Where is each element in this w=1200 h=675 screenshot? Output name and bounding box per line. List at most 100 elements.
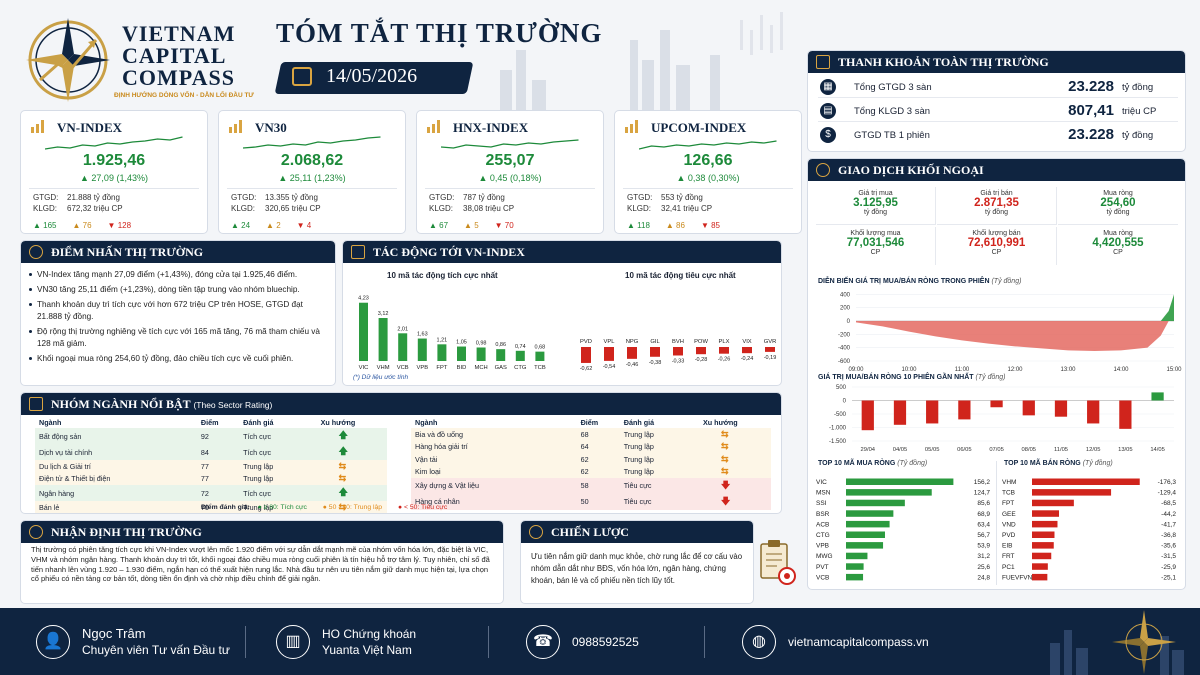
impact-value-label: 0,74 — [515, 344, 526, 350]
highlights-header: ĐIỂM NHẤN THỊ TRƯỜNG — [21, 241, 335, 263]
org-line-2: Yuanta Việt Nam — [322, 643, 412, 657]
sector-row: Ngân hàng 72 Tích cực 🡅 — [35, 485, 387, 502]
index-sparkline — [441, 139, 579, 149]
top-value-label: 124,7 — [974, 490, 991, 497]
phone-number[interactable]: 0988592525 — [572, 635, 639, 649]
top-ticker-label: BSR — [816, 511, 830, 518]
top-ticker-label: VHM — [1002, 479, 1016, 486]
x-tick-label: 13:00 — [1060, 367, 1076, 373]
impact-bar — [359, 302, 368, 361]
sector-row: Dịch vụ tài chính 84 Tích cực 🡅 — [35, 444, 387, 461]
top-ticker-label: FPT — [1002, 500, 1014, 507]
top-sell-unit: (Tỷ đồng) — [1082, 460, 1113, 467]
net-sell-area — [856, 321, 1174, 351]
index-card[interactable]: UPCOM-INDEX 126,66 ▲ 0,38 (0,30%) GTGD: 553 … — [614, 110, 802, 234]
impact-tick-label: POW — [694, 339, 708, 345]
impact-bar — [627, 347, 637, 359]
trend-down-icon: 🡇 — [720, 495, 731, 506]
impact-tick-label: VPB — [416, 365, 428, 371]
impact-value-label: 0,86 — [495, 342, 506, 348]
x-tick-label: 11:00 — [955, 367, 970, 373]
highlight-item: Độ rộng thị trường nghiêng về tích cực v… — [29, 326, 329, 350]
intraday-title: DIỄN BIẾN GIÁ TRỊ MUA/BÁN RÒNG TRONG PHI… — [818, 278, 990, 285]
impact-tick-label: GIL — [650, 339, 660, 345]
website-link[interactable]: ◍ vietnamcapitalcompass.vn — [742, 623, 962, 661]
organization: ▥ HO Chứng khoán Yuanta Việt Nam — [276, 623, 476, 661]
sector-col-header: Ngành — [415, 417, 438, 427]
impact-value-label: -0,62 — [580, 366, 593, 371]
impact-bar — [496, 349, 506, 361]
index-gtgd: GTGD: 787 tỷ đồng — [429, 193, 505, 202]
sector-row: Du lịch & Giải trí 77 Trung lập ⇆ — [35, 460, 387, 473]
top-ticker-label: CTG — [816, 532, 830, 539]
website-url[interactable]: vietnamcapitalcompass.vn — [788, 635, 929, 649]
top-bar — [846, 552, 868, 560]
sector-col-header: Điểm — [200, 417, 219, 427]
market-breadth: ▲ 67 ▲ 5 ▼ 70 — [429, 221, 514, 230]
top-bar — [1032, 520, 1058, 528]
top-value-label: 25,6 — [977, 564, 990, 571]
tenday-unit: (Tỷ đồng) — [975, 374, 1006, 381]
impact-tick-label: VCB — [397, 365, 409, 371]
top-bar — [846, 531, 885, 538]
top-ticker-label: VND — [1002, 521, 1016, 528]
top-ticker-label: VIC — [816, 479, 827, 486]
top-ticker-label: TCB — [1002, 490, 1015, 497]
advisor-contact: 👤 Ngọc Trâm Chuyên viên Tư vấn Đầu tư — [36, 623, 256, 661]
index-klgd: KLGD: 32,41 triệu CP — [627, 204, 713, 213]
impact-bar — [476, 347, 486, 361]
calendar-icon — [292, 67, 312, 86]
x-tick-label: 12:00 — [1007, 367, 1023, 373]
foreign-stat: Giá trị bán 2.871,35 tỷ đồng — [937, 187, 1057, 225]
top-bar — [846, 510, 894, 517]
market-breadth: ▲ 24 ▲ 2 ▼ 4 — [231, 221, 312, 230]
impact-value-label: 1,21 — [437, 337, 448, 343]
top-value-label: -68,5 — [1161, 500, 1176, 507]
strategy-panel: CHIẾN LƯỢC Ưu tiên nắm giữ danh mục khỏe… — [520, 520, 754, 604]
sector-row: Kim loại 62 Trung lập ⇆ — [411, 465, 771, 478]
impact-tick-label: VIX — [742, 339, 751, 345]
index-card[interactable]: HNX-INDEX 255,07 ▲ 0,45 (0,18%) GTGD: 787 tỷ… — [416, 110, 604, 234]
globe-icon — [816, 163, 830, 177]
impact-value-label: 0,98 — [476, 340, 487, 346]
strategy-text: Ưu tiên nắm giữ danh mục khỏe, chờ rung … — [531, 552, 743, 585]
x-tick-label: 06/05 — [957, 447, 972, 453]
impact-note: (*) Dữ liệu ước tính — [353, 374, 409, 381]
phone-contact[interactable]: ☎ 0988592525 — [526, 623, 706, 661]
bar-chart-icon — [229, 120, 245, 133]
bar-chart-icon — [816, 55, 830, 69]
sector-panel: NHÓM NGÀNH NỔI BẬT (Theo Sector Rating) … — [20, 392, 782, 514]
y-tick-label: 0 — [843, 399, 847, 405]
index-gtgd: GTGD: 553 tỷ đồng — [627, 193, 703, 202]
bar-chart-icon — [625, 120, 641, 133]
impact-value-label: 1,63 — [417, 332, 428, 338]
top-ticker-label: GEE — [1002, 511, 1016, 518]
y-tick-label: 200 — [840, 306, 851, 312]
phone-icon: ☎ — [526, 625, 560, 659]
y-tick-label: -600 — [838, 359, 851, 365]
top-bar — [846, 520, 890, 528]
impact-tick-label: PVD — [580, 339, 592, 345]
advisor-role: Chuyên viên Tư vấn Đầu tư — [82, 643, 230, 657]
y-tick-label: 500 — [836, 385, 847, 391]
top-value-label: -41,7 — [1161, 521, 1176, 528]
top-ticker-label: PVT — [816, 564, 829, 571]
top-ticker-label: PVD — [1002, 532, 1016, 539]
impact-tick-label: FPT — [436, 365, 447, 371]
y-tick-label: -500 — [834, 412, 847, 418]
y-tick-label: -400 — [838, 346, 851, 352]
index-card[interactable]: VN30 2.068,62 ▲ 25,11 (1,23%) GTGD: 13.355 t… — [218, 110, 406, 234]
globe-icon: ◍ — [742, 625, 776, 659]
x-tick-label: 05/05 — [925, 447, 940, 453]
index-card[interactable]: VN-INDEX 1.925,46 ▲ 27,09 (1,43%) GTGD: 21.8… — [20, 110, 208, 234]
x-tick-label: 04/05 — [893, 447, 908, 453]
impact-tick-label: VHM — [377, 365, 390, 371]
top-sell-chart: VHM -176,3 TCB -129,4 FPT -68,5 GEE -44,2 VND -41… — [1002, 478, 1176, 581]
impact-bar — [515, 350, 525, 361]
impact-panel: TÁC ĐỘNG TỚI VN-INDEX 10 mã tác động tíc… — [342, 240, 782, 386]
sector-row: Bia và đồ uống 68 Trung lập ⇆ — [411, 428, 771, 441]
impact-tick-label: TCB — [534, 365, 546, 371]
x-tick-label: 08/05 — [1022, 447, 1037, 453]
sector-header: NHÓM NGÀNH NỔI BẬT (Theo Sector Rating) — [21, 393, 781, 415]
intraday-net-chart: 400 200 0 -200 -400 -600 09:00 10:00 11:00 12:00 1… — [838, 292, 1182, 373]
